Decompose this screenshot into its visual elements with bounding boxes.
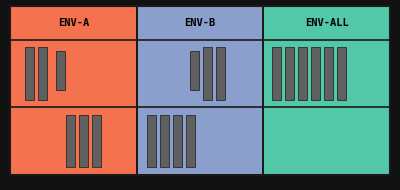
Bar [263, 6, 390, 175]
Text: ENV-A: ENV-A [58, 18, 89, 28]
Bar [160, 115, 169, 167]
Bar [311, 47, 320, 100]
Text: ENV-ALL: ENV-ALL [305, 18, 348, 28]
Bar [173, 115, 182, 167]
Bar [190, 51, 199, 90]
Bar [56, 51, 65, 90]
Bar [79, 115, 88, 167]
Bar [25, 47, 34, 100]
Bar [285, 47, 294, 100]
Text: ENV-B: ENV-B [184, 18, 216, 28]
Bar [66, 115, 75, 167]
Bar [137, 6, 263, 175]
Bar [298, 47, 307, 100]
Bar [10, 6, 390, 175]
Bar [38, 47, 47, 100]
Bar [186, 115, 195, 167]
Bar [216, 47, 225, 100]
Bar [10, 6, 137, 175]
Bar [337, 47, 346, 100]
Bar [324, 47, 333, 100]
Bar [272, 47, 281, 100]
Bar [92, 115, 101, 167]
Bar [203, 47, 212, 100]
Bar [147, 115, 156, 167]
